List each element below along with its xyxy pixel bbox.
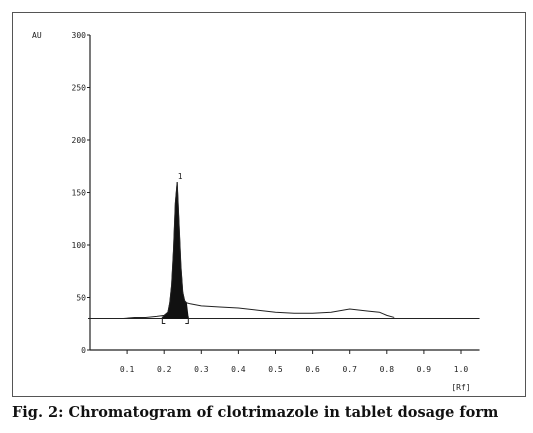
y-tick-label: 150	[72, 189, 87, 198]
y-tick-label: 300	[72, 31, 87, 40]
x-tick-label: 0.5	[268, 365, 283, 374]
x-axis-label: [Rf]	[451, 383, 470, 392]
integration-bracket	[185, 316, 189, 324]
figure-caption: Fig. 2: Chromatogram of clotrimazole in …	[12, 404, 499, 421]
x-tick-label: 0.4	[231, 365, 246, 374]
x-tick-label: 0.2	[157, 365, 172, 374]
y-tick-label: 250	[72, 84, 87, 93]
plot-frame	[12, 12, 526, 397]
peak-label: 1	[178, 172, 183, 181]
y-tick-label: 200	[72, 136, 87, 145]
y-tick-label: 100	[72, 241, 87, 250]
y-axis-label: AU	[32, 31, 42, 40]
y-tick-label: 0	[81, 346, 86, 355]
integration-bracket	[161, 316, 166, 324]
x-tick-label: 0.7	[342, 365, 357, 374]
x-tick-label: 0.9	[417, 365, 432, 374]
x-tick-label: 0.6	[305, 365, 320, 374]
signal-trace	[123, 181, 395, 319]
x-tick-label: 0.3	[194, 365, 209, 374]
x-tick-label: 0.8	[380, 365, 395, 374]
x-tick-label: 1.0	[454, 365, 469, 374]
x-tick-label: 0.1	[120, 365, 135, 374]
y-tick-label: 50	[76, 294, 86, 303]
